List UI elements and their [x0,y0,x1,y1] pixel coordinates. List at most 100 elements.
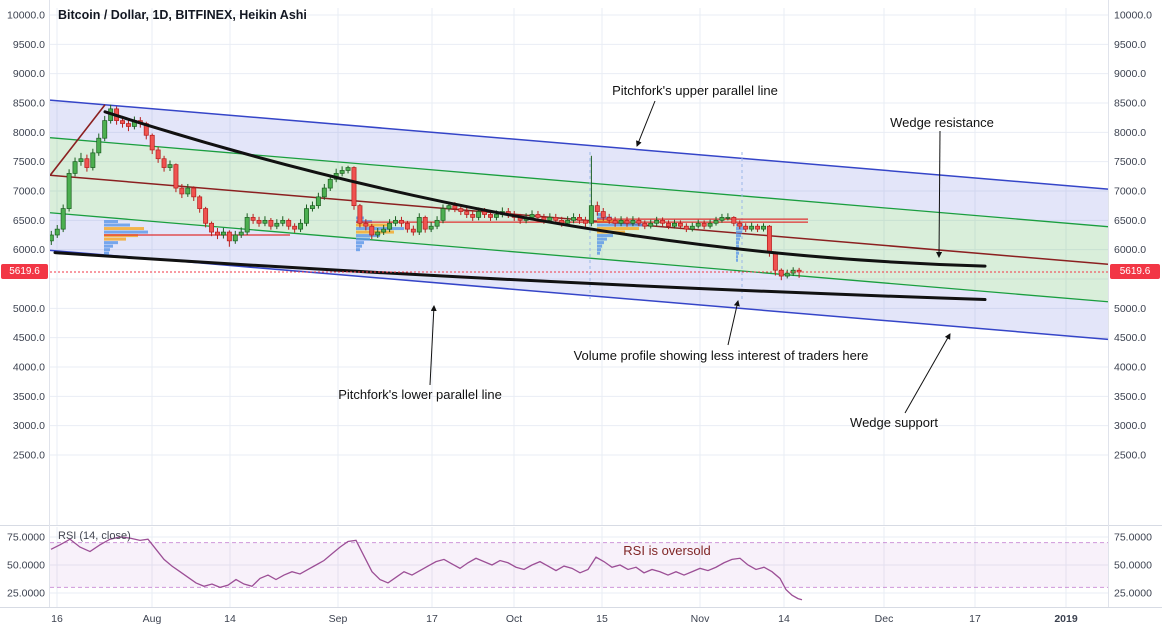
volume-profile-bar [736,255,738,259]
axis-tick-label: 3000.0 [13,420,45,432]
pitchfork-handle [50,104,106,176]
axis-tick-label: 25.0000 [1114,588,1152,600]
volume-profile-bar [597,241,604,245]
volume-profile-bar [104,241,118,245]
axis-tick-label: Oct [506,613,522,625]
volume-profile-bar [597,234,613,238]
volume-profile-bar [104,230,148,234]
pitchfork-upper-parallel-line [50,99,1108,190]
volume-profile-bar [356,230,394,234]
axis-tick-label: 25.0000 [7,588,45,600]
volume-profile-bar [597,244,602,248]
axis-tick-label: 50.0000 [1114,560,1152,572]
price-badge-right: 5619.6 [1110,264,1160,279]
axis-tick-label: 3000.0 [1114,420,1146,432]
axis-tick-label: 3500.0 [1114,391,1146,403]
axis-tick-label: 4500.0 [1114,332,1146,344]
annotation-wedge-resistance[interactable]: Wedge resistance [890,115,994,130]
volume-profile-bar [597,227,639,231]
axis-tick-label: 7000.0 [1114,186,1146,198]
volume-profile-bar [104,227,144,231]
volume-profile-bar [597,248,601,252]
axis-tick-label: 17 [426,613,438,625]
gridlines [50,8,1108,607]
axis-tick-label: 14 [224,613,236,625]
axes[interactable]: 10000.0 10000.0 9500.0 9500.0 9000.0 9000.0 85… [7,10,1152,626]
wedge-lines[interactable] [53,110,987,302]
axis-tick-label: 16 [51,613,63,625]
axis-tick-label: 9500.0 [13,39,45,51]
axis-tick-label: 6500.0 [13,215,45,227]
volume-profile-bar [356,241,364,245]
pitchfork-lower-inner-line [50,212,1108,303]
volume-profile-bar [356,244,362,248]
volume-profile-bar [356,234,380,238]
annotation-pitchfork-lower[interactable]: Pitchfork's lower parallel line [338,387,502,402]
volume-profile-bar [356,248,360,252]
axis-tick-label: 7000.0 [13,186,45,198]
volume-profile-bar [356,223,390,227]
axis-tick-label: 9000.0 [1114,68,1146,80]
axis-tick-label: 6000.0 [1114,244,1146,256]
rsi-line [50,536,803,601]
axis-tick-label: 2500.0 [13,450,45,462]
annotation-rsi-oversold[interactable]: RSI is oversold [623,543,711,558]
axis-tick-label: 4500.0 [13,332,45,344]
volume-profile-bar [736,251,739,255]
wedge-support-line [53,251,987,302]
wedge-resistance-line [103,110,987,268]
axis-tick-label: Nov [691,613,710,625]
volume-profile-bar [356,227,404,231]
axis-tick-label: 6500.0 [1114,215,1146,227]
volume-profiles[interactable] [104,212,745,262]
axis-tick-label: Dec [875,613,894,625]
axis-tick-label: 75.0000 [1114,532,1152,544]
annotation-pitchfork-upper[interactable]: Pitchfork's upper parallel line [612,83,778,98]
axis-tick-label: 5000.0 [1114,303,1146,315]
volume-profile-bar [356,237,370,241]
volume-profile-bar [104,223,130,227]
pitchfork-upper-inner-line [50,137,1108,228]
volume-profile-bar [736,258,738,262]
pane-separators [0,0,1162,608]
axis-tick-label: 9000.0 [13,68,45,80]
annotation-arrows [429,100,951,414]
axis-tick-label: 8000.0 [13,127,45,139]
axis-tick-label: 4000.0 [1114,362,1146,374]
axis-tick-label: 7500.0 [1114,156,1146,168]
volume-profile-bar [597,223,647,227]
volume-profile-bar [597,251,600,255]
axis-tick-label: 4000.0 [13,362,45,374]
axis-tick-label: 5000.0 [13,303,45,315]
rsi-pane[interactable] [50,536,1108,601]
volume-profile-bar [597,237,607,241]
volume-profile-bar [104,251,109,255]
axis-tick-label: 8500.0 [1114,98,1146,110]
symbol-title: Bitcoin / Dollar, 1D, BITFINEX, Heikin A… [58,8,307,22]
volume-profile-bar [104,220,118,224]
volume-profile-bar [736,227,745,231]
volume-profile-bar [104,244,113,248]
volume-profile-bar [104,237,126,241]
volume-profile-bar [736,241,739,245]
axis-tick-label: 8500.0 [13,98,45,110]
axis-tick-label: 3500.0 [13,391,45,403]
volume-profile-bar [597,216,612,220]
pitchfork-lower-parallel-line [50,249,1108,341]
rsi-band [50,542,1108,588]
volume-profile-bar [104,248,110,252]
axis-tick-label: 2500.0 [1114,450,1146,462]
annotation-volume-profile[interactable]: Volume profile showing less interest of … [573,348,869,363]
axis-tick-label: 8000.0 [1114,127,1146,139]
volume-profile-bar [736,234,741,238]
axis-tick-label: 6000.0 [13,244,45,256]
axis-tick-label: 50.0000 [7,560,45,572]
volume-profile-bar [736,237,740,241]
axis-tick-label: 10000.0 [1114,10,1152,22]
axis-tick-label: 2019 [1054,613,1078,625]
annotation-wedge-support[interactable]: Wedge support [850,415,938,430]
axis-tick-label: 10000.0 [7,10,45,22]
axis-tick-label: 17 [969,613,981,625]
